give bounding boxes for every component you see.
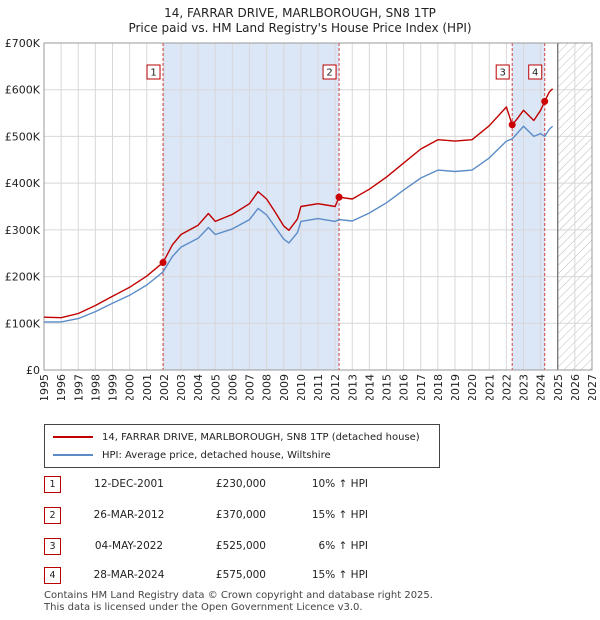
legend-swatch-property: [53, 436, 93, 438]
legend-item-hpi: HPI: Average price, detached house, Wilt…: [53, 447, 331, 463]
x-tick-label: 2012: [329, 374, 342, 400]
transaction-date: 12-DEC-2001: [94, 478, 164, 490]
transaction-date: 04-MAY-2022: [94, 540, 164, 552]
transaction-row: 4 28-MAR-2024 £575,000 15% ↑ HPI: [44, 567, 444, 585]
x-tick-label: 2020: [466, 374, 479, 400]
x-tick-label: 2001: [141, 374, 154, 400]
transaction-hpi-diff: 15% ↑ HPI: [311, 569, 368, 581]
x-tick-label: 2026: [569, 374, 582, 400]
x-tick-label: 2014: [363, 374, 376, 400]
x-tick-label: 2025: [552, 374, 565, 400]
x-tick-label: 2007: [244, 374, 257, 400]
x-tick-label: 1999: [107, 374, 120, 400]
price-chart: 1 2 3 4 £0 £100K £200K £300K £400K £500K £600K £700…: [5, 37, 599, 400]
hpi-line: [44, 125, 554, 323]
x-tick-label: 2024: [535, 374, 548, 400]
x-tick-label: 1998: [89, 374, 102, 400]
plot-frame: [43, 42, 593, 371]
y-tick-label: £300K: [5, 224, 41, 237]
transaction-number: 1: [44, 476, 61, 493]
transaction-number: 3: [44, 538, 61, 555]
x-tick-label: 2016: [398, 374, 411, 400]
sale-label: 3: [500, 68, 506, 79]
transaction-row: 2 26-MAR-2012 £370,000 15% ↑ HPI: [44, 507, 444, 525]
y-tick-label: £600K: [5, 84, 41, 97]
ownership-shade: [163, 43, 340, 370]
sale-label-box: [495, 64, 510, 80]
x-tick-label: 2008: [261, 374, 274, 400]
sale-label-box: [528, 64, 543, 80]
x-tick-label: 2005: [209, 374, 222, 400]
transaction-hpi-diff: 6% ↑ HPI: [318, 540, 368, 552]
sale-point: [159, 259, 167, 267]
transaction-price: £370,000: [215, 509, 266, 521]
x-tick-label: 2023: [518, 374, 531, 400]
sale-point: [335, 193, 343, 201]
x-tick-label: 2011: [312, 374, 325, 400]
y-tick-label: £100K: [5, 317, 41, 330]
transaction-row: 1 12-DEC-2001 £230,000 10% ↑ HPI: [44, 476, 444, 494]
x-tick-label: 2017: [415, 374, 428, 400]
transaction-row: 3 04-MAY-2022 £525,000 6% ↑ HPI: [44, 538, 444, 556]
legend-item-property: 14, FARRAR DRIVE, MARLBOROUGH, SN8 1TP (…: [53, 429, 420, 445]
x-tick-label: 2003: [175, 374, 188, 400]
chart-title: 14, FARRAR DRIVE, MARLBOROUGH, SN8 1TP: [164, 6, 436, 20]
x-tick-label: 2010: [295, 374, 308, 400]
transaction-hpi-diff: 15% ↑ HPI: [311, 509, 368, 521]
transaction-hpi-diff: 10% ↑ HPI: [311, 478, 368, 490]
chart-subtitle: Price paid vs. HM Land Registry's House …: [128, 21, 472, 35]
x-tick-label: 2018: [432, 374, 445, 400]
y-tick-label: £400K: [5, 177, 41, 190]
transaction-number: 2: [44, 507, 61, 524]
y-tick-label: £0: [26, 364, 40, 377]
x-tick-label: 2015: [381, 374, 394, 400]
x-tick-label: 2006: [226, 374, 239, 400]
x-tick-label: 2022: [500, 374, 513, 400]
y-tick-label: £200K: [5, 271, 41, 284]
x-tick-label: 2021: [483, 374, 496, 400]
legend-swatch-hpi: [53, 454, 93, 456]
x-tick-label: 1997: [72, 374, 85, 400]
legend: 14, FARRAR DRIVE, MARLBOROUGH, SN8 1TP (…: [44, 424, 440, 468]
sale-label-box: [146, 64, 161, 80]
x-tick-label: 2019: [449, 374, 462, 400]
sale-point: [508, 121, 516, 129]
transaction-price: £575,000: [215, 569, 266, 581]
sale-point: [541, 97, 549, 105]
footer-copyright: Contains HM Land Registry data © Crown c…: [44, 590, 433, 601]
legend-label-property: 14, FARRAR DRIVE, MARLBOROUGH, SN8 1TP (…: [102, 431, 420, 443]
transaction-number: 4: [44, 567, 61, 584]
sale-label-box: [322, 64, 337, 80]
x-tick-label: 1996: [55, 374, 68, 400]
x-tick-label: 2009: [278, 374, 291, 400]
transaction-price: £525,000: [215, 540, 266, 552]
y-tick-label: £700K: [5, 37, 41, 50]
transaction-price: £230,000: [215, 478, 266, 490]
sale-label: 1: [150, 68, 156, 79]
x-tick-label: 1995: [38, 374, 51, 400]
y-tick-label: £500K: [5, 130, 41, 143]
sale-label: 4: [532, 68, 538, 79]
transaction-date: 26-MAR-2012: [93, 509, 165, 521]
x-tick-label: 2004: [192, 374, 205, 400]
transaction-date: 28-MAR-2024: [93, 569, 165, 581]
ownership-shade: [512, 43, 545, 370]
x-tick-label: 2013: [346, 374, 359, 400]
x-tick-label: 2000: [124, 374, 137, 400]
legend-label-hpi: HPI: Average price, detached house, Wilt…: [102, 449, 331, 461]
sale-label: 2: [326, 68, 332, 79]
x-tick-label: 2027: [586, 374, 599, 400]
footer-licence: This data is licensed under the Open Gov…: [44, 602, 363, 613]
x-tick-label: 2002: [158, 374, 171, 400]
